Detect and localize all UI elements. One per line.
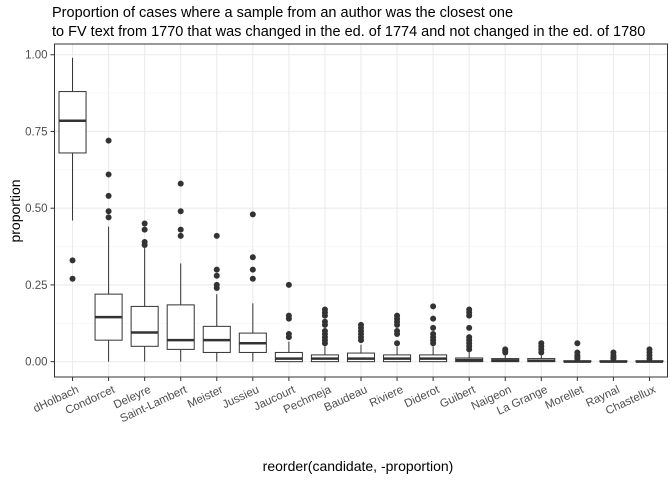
x-tick-label: Riviere	[368, 384, 406, 410]
box-Guibert	[455, 306, 484, 363]
box-Condorcet	[94, 137, 123, 362]
outlier-point	[177, 226, 184, 233]
x-axis-ticks: dHolbachCondorcetDeleyreSaint-LambertMei…	[32, 377, 658, 425]
outlier-point	[105, 171, 112, 178]
outlier-point	[430, 331, 437, 338]
outlier-point	[394, 312, 401, 319]
outlier-point	[321, 318, 328, 325]
box-iqr	[166, 304, 195, 350]
outlier-point	[394, 327, 401, 334]
box-Pechmeja	[310, 306, 339, 363]
outlier-point	[430, 315, 437, 322]
outlier-point	[321, 327, 328, 334]
box-Meister	[202, 232, 231, 362]
y-tick-label: 0.75	[25, 126, 47, 138]
outlier-point	[249, 211, 256, 218]
x-tick-label: Meister	[186, 384, 225, 411]
outlier-point	[430, 303, 437, 310]
outlier-point	[538, 340, 545, 347]
x-axis-title: reorder(candidate, -proportion)	[263, 458, 454, 474]
chart-title-line-1: Proportion of cases where a sample from …	[52, 5, 513, 21]
y-axis-ticks: 0.00 0.25 0.50 0.75 1.00	[25, 50, 55, 369]
outlier-point	[574, 340, 581, 347]
outlier-point	[105, 214, 112, 221]
outlier-point	[610, 349, 617, 356]
outlier-point	[358, 321, 364, 328]
x-tick-label: Diderot	[403, 384, 442, 411]
outlier-point	[141, 238, 148, 245]
box-Baudeau	[346, 321, 376, 363]
outlier-point	[430, 324, 437, 331]
box-Diderot	[419, 303, 448, 363]
y-tick-label: 0.25	[25, 280, 47, 292]
box-Morellet	[563, 340, 592, 363]
outlier-point	[249, 275, 256, 282]
box-Riviere	[383, 312, 412, 363]
outlier-point	[105, 208, 112, 215]
box-Naigeon	[491, 346, 520, 363]
outlier-point	[249, 266, 256, 273]
outlier-point	[105, 192, 112, 199]
box-Chastellux	[635, 346, 664, 363]
outlier-point	[285, 281, 292, 288]
outlier-point	[394, 340, 401, 347]
box-Saint-Lambert	[166, 180, 195, 362]
box-Deleyre	[130, 220, 159, 362]
box-Raynal	[599, 349, 628, 363]
outlier-point	[177, 232, 184, 239]
outlier-point	[141, 226, 148, 233]
outlier-point	[502, 346, 509, 353]
outlier-point	[177, 208, 184, 215]
outlier-point	[213, 266, 220, 273]
outlier-point	[177, 180, 184, 187]
outlier-point	[285, 331, 292, 338]
box-dHolbach	[58, 57, 87, 282]
outlier-point	[646, 346, 653, 353]
box-iqr	[274, 351, 303, 363]
outlier-point	[213, 281, 220, 288]
y-tick-label: 0.50	[25, 203, 47, 215]
outlier-point	[69, 257, 76, 264]
outlier-point	[574, 349, 581, 356]
outlier-point	[321, 306, 328, 313]
box-La Grange	[527, 340, 556, 363]
outlier-point	[105, 137, 112, 144]
chart-title-line-2: to FV text from 1770 that was changed in…	[52, 24, 645, 40]
outlier-point	[141, 220, 148, 227]
box-Jaucourt	[274, 281, 303, 363]
boxes-layer	[58, 57, 664, 363]
y-tick-label: 1.00	[25, 50, 47, 62]
box-iqr	[130, 305, 159, 347]
outlier-point	[213, 272, 220, 279]
box-iqr	[58, 91, 87, 154]
box-Jussieu	[238, 211, 267, 362]
outlier-point	[69, 275, 76, 282]
y-axis-title: proportion	[7, 179, 23, 242]
outlier-point	[466, 334, 473, 341]
outlier-point	[285, 312, 292, 319]
y-tick-label: 0.00	[25, 357, 47, 369]
outlier-point	[213, 232, 220, 239]
x-tick-label: Morellet	[543, 384, 586, 413]
outlier-point	[466, 324, 473, 331]
outlier-point	[249, 254, 256, 261]
outlier-point	[466, 306, 473, 313]
